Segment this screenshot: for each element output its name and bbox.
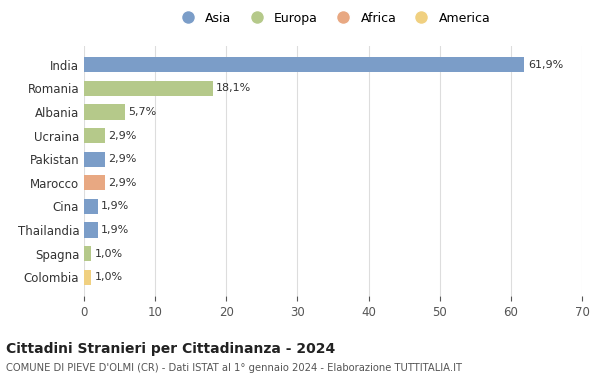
Text: 5,7%: 5,7% xyxy=(128,107,157,117)
Text: 1,9%: 1,9% xyxy=(101,201,130,211)
Bar xyxy=(84,175,104,190)
Text: 1,9%: 1,9% xyxy=(101,225,130,235)
Text: Cittadini Stranieri per Cittadinanza - 2024: Cittadini Stranieri per Cittadinanza - 2… xyxy=(6,342,335,356)
Text: 2,9%: 2,9% xyxy=(108,178,137,188)
Text: 1,0%: 1,0% xyxy=(95,249,123,259)
Bar xyxy=(84,246,91,261)
Bar xyxy=(84,81,213,96)
Bar xyxy=(84,57,524,72)
Bar xyxy=(84,222,98,238)
Text: COMUNE DI PIEVE D'OLMI (CR) - Dati ISTAT al 1° gennaio 2024 - Elaborazione TUTTI: COMUNE DI PIEVE D'OLMI (CR) - Dati ISTAT… xyxy=(6,363,462,373)
Bar xyxy=(84,199,98,214)
Text: 2,9%: 2,9% xyxy=(108,131,137,141)
Bar xyxy=(84,128,104,143)
Bar xyxy=(84,104,125,120)
Text: 61,9%: 61,9% xyxy=(528,60,563,70)
Bar xyxy=(84,152,104,167)
Legend: Asia, Europa, Africa, America: Asia, Europa, Africa, America xyxy=(170,7,496,30)
Text: 1,0%: 1,0% xyxy=(95,272,123,282)
Text: 18,1%: 18,1% xyxy=(217,83,251,93)
Text: 2,9%: 2,9% xyxy=(108,154,137,164)
Bar xyxy=(84,270,91,285)
